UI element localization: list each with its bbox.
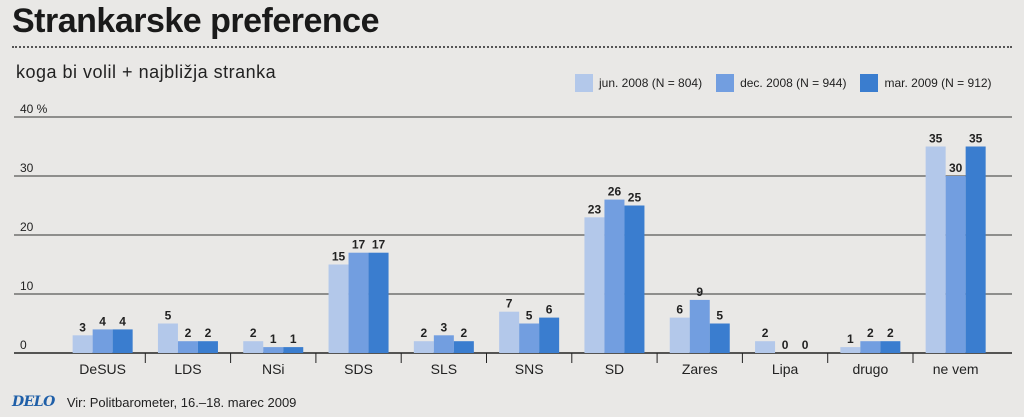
bar	[112, 329, 133, 353]
source-note: Vir: Politbarometer, 16.–18. marec 2009	[66, 394, 297, 410]
legend-swatch	[860, 74, 879, 92]
bar	[453, 341, 474, 353]
data-label: 4	[99, 314, 106, 328]
legend-item-dec-2008: dec. 2008 (N = 944)	[716, 74, 846, 92]
data-label: 5	[165, 309, 172, 323]
y-tick-label: 0	[20, 338, 27, 352]
data-label: 7	[506, 297, 513, 311]
y-tick-label: 30	[20, 161, 34, 175]
bar	[433, 335, 454, 353]
x-tick-label: SDS	[344, 361, 373, 377]
data-label: 2	[867, 326, 874, 340]
legend-swatch	[575, 74, 593, 92]
title-divider	[12, 46, 1012, 48]
x-tick-label: SNS	[515, 361, 544, 377]
data-label: 25	[628, 191, 642, 205]
bar	[539, 317, 560, 353]
data-label: 35	[929, 132, 943, 146]
legend-label: jun. 2008 (N = 804)	[599, 76, 703, 90]
delo-logo: DELO	[12, 394, 55, 410]
data-label: 17	[372, 238, 386, 252]
data-label: 15	[332, 250, 346, 264]
bar	[328, 264, 349, 353]
bar	[92, 329, 113, 353]
bar	[880, 341, 901, 353]
data-label: 4	[119, 314, 126, 328]
data-label: 2	[887, 326, 894, 340]
x-tick-label: drugo	[852, 361, 888, 377]
legend-label: mar. 2009 (N = 912)	[884, 76, 992, 90]
bar	[925, 146, 946, 353]
data-label: 2	[762, 326, 769, 340]
data-label: 30	[949, 161, 963, 175]
bar	[157, 323, 178, 353]
bar	[368, 252, 389, 353]
bar	[413, 341, 434, 353]
legend-item-jun-2008: jun. 2008 (N = 804)	[575, 74, 702, 92]
bar	[348, 252, 369, 353]
bar	[499, 311, 520, 353]
data-label: 26	[608, 185, 622, 199]
x-tick-label: Zares	[682, 361, 718, 377]
y-tick-label: 20	[20, 220, 34, 234]
data-label: 23	[588, 202, 602, 216]
data-label: 1	[270, 332, 277, 346]
data-label: 1	[290, 332, 297, 346]
bar	[709, 323, 730, 353]
chart-subtitle: koga bi volil + najbližja stranka	[16, 62, 277, 82]
bar	[283, 347, 304, 353]
bar	[584, 217, 605, 353]
y-tick-label: 10	[20, 279, 34, 293]
y-tick-label: 40 %	[20, 102, 48, 116]
data-label: 5	[526, 309, 533, 323]
data-label: 6	[546, 303, 553, 317]
data-label: 3	[441, 320, 448, 334]
x-tick-label: SLS	[431, 361, 457, 377]
x-tick-label: NSi	[262, 361, 285, 377]
bar	[965, 146, 986, 353]
bar	[689, 299, 710, 353]
data-label: 17	[352, 238, 366, 252]
x-tick-label: DeSUS	[79, 361, 126, 377]
data-label: 9	[696, 285, 703, 299]
footer: DELO Vir: Politbarometer, 16.–18. marec …	[12, 394, 296, 410]
x-tick-label: SD	[605, 361, 624, 377]
data-label: 0	[782, 338, 789, 352]
bar	[197, 341, 218, 353]
bar	[177, 341, 198, 353]
chart-title: Strankarske preference	[12, 2, 380, 40]
data-label: 6	[676, 303, 683, 317]
bar	[840, 347, 861, 353]
bar	[519, 323, 540, 353]
bar	[669, 317, 690, 353]
data-label: 35	[969, 132, 983, 146]
data-label: 3	[79, 320, 86, 334]
x-tick-label: ne vem	[933, 361, 979, 377]
data-label: 0	[802, 338, 809, 352]
legend: jun. 2008 (N = 804) dec. 2008 (N = 944) …	[575, 74, 1006, 92]
data-label: 2	[250, 326, 257, 340]
bar	[945, 176, 966, 353]
x-tick-label: Lipa	[772, 361, 799, 377]
bar	[243, 341, 264, 353]
bar	[755, 341, 776, 353]
legend-label: dec. 2008 (N = 944)	[740, 76, 847, 90]
legend-swatch	[716, 74, 735, 92]
data-label: 2	[185, 326, 192, 340]
data-label: 2	[461, 326, 468, 340]
bar	[263, 347, 284, 353]
data-label: 5	[716, 309, 723, 323]
data-label: 1	[847, 332, 854, 346]
bar	[860, 341, 881, 353]
data-label: 2	[421, 326, 428, 340]
bar	[624, 205, 645, 353]
bar	[72, 335, 93, 353]
legend-item-mar-2009: mar. 2009 (N = 912)	[860, 74, 992, 92]
data-label: 2	[205, 326, 212, 340]
x-tick-label: LDS	[174, 361, 201, 377]
bar	[604, 199, 625, 353]
